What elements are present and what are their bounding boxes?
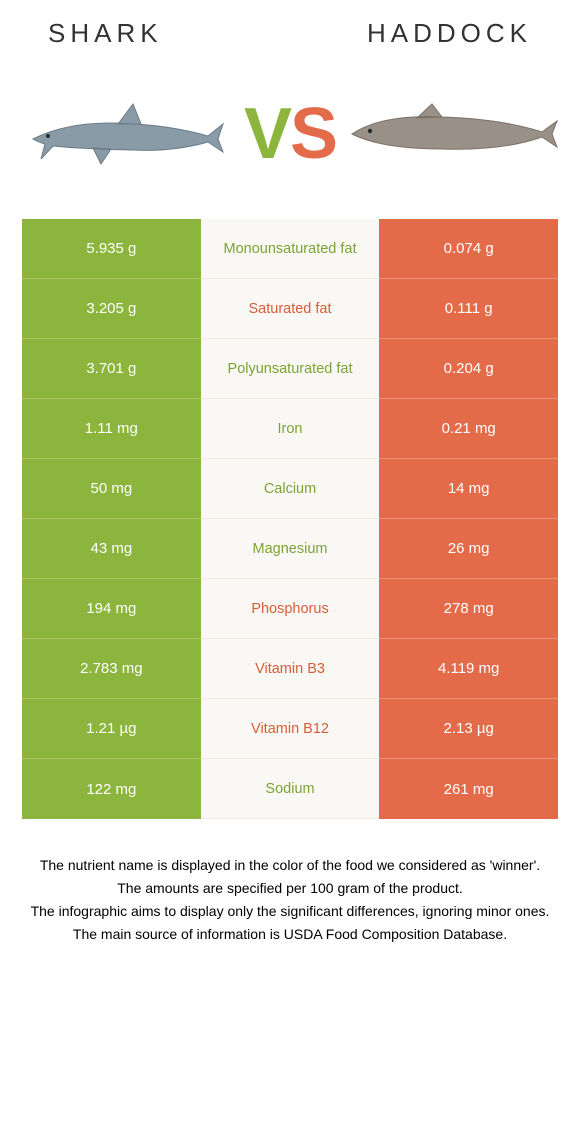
comparison-table: 5.935 gMonounsaturated fat0.074 g3.205 g… [22, 219, 558, 819]
table-row: 5.935 gMonounsaturated fat0.074 g [22, 219, 558, 279]
cell-left-value: 1.21 µg [22, 699, 201, 759]
shark-image [18, 89, 238, 179]
cell-nutrient-label: Phosphorus [201, 579, 380, 639]
table-row: 3.701 gPolyunsaturated fat0.204 g [22, 339, 558, 399]
cell-right-value: 0.111 g [379, 279, 558, 339]
cell-right-value: 0.204 g [379, 339, 558, 399]
cell-nutrient-label: Monounsaturated fat [201, 219, 380, 279]
header-title-left: Shark [48, 18, 163, 49]
haddock-icon [342, 99, 562, 169]
cell-left-value: 50 mg [22, 459, 201, 519]
infographic-container: Shark Haddock VS 5.935 gMonounsaturated … [0, 0, 580, 945]
cell-left-value: 3.205 g [22, 279, 201, 339]
cell-right-value: 14 mg [379, 459, 558, 519]
cell-right-value: 261 mg [379, 759, 558, 819]
cell-nutrient-label: Vitamin B12 [201, 699, 380, 759]
cell-nutrient-label: Polyunsaturated fat [201, 339, 380, 399]
cell-right-value: 26 mg [379, 519, 558, 579]
footnotes: The nutrient name is displayed in the co… [22, 855, 558, 945]
cell-right-value: 278 mg [379, 579, 558, 639]
cell-left-value: 43 mg [22, 519, 201, 579]
header-title-right: Haddock [367, 18, 532, 49]
table-row: 122 mgSodium261 mg [22, 759, 558, 819]
cell-left-value: 194 mg [22, 579, 201, 639]
haddock-image [342, 89, 562, 179]
footnote-line: The main source of information is USDA F… [22, 924, 558, 945]
cell-left-value: 2.783 mg [22, 639, 201, 699]
table-row: 194 mgPhosphorus278 mg [22, 579, 558, 639]
cell-right-value: 4.119 mg [379, 639, 558, 699]
cell-nutrient-label: Calcium [201, 459, 380, 519]
footnote-line: The infographic aims to display only the… [22, 901, 558, 922]
vs-s: S [290, 94, 336, 174]
cell-nutrient-label: Vitamin B3 [201, 639, 380, 699]
header: Shark Haddock [0, 0, 580, 59]
cell-right-value: 0.21 mg [379, 399, 558, 459]
table-row: 2.783 mgVitamin B34.119 mg [22, 639, 558, 699]
vs-text: VS [238, 93, 342, 175]
hero: VS [0, 59, 580, 219]
cell-nutrient-label: Magnesium [201, 519, 380, 579]
table-row: 1.11 mgIron0.21 mg [22, 399, 558, 459]
cell-nutrient-label: Saturated fat [201, 279, 380, 339]
vs-v: V [244, 94, 290, 174]
cell-nutrient-label: Iron [201, 399, 380, 459]
table-row: 1.21 µgVitamin B122.13 µg [22, 699, 558, 759]
table-row: 3.205 gSaturated fat0.111 g [22, 279, 558, 339]
table-row: 50 mgCalcium14 mg [22, 459, 558, 519]
cell-right-value: 2.13 µg [379, 699, 558, 759]
shark-icon [23, 94, 233, 174]
cell-right-value: 0.074 g [379, 219, 558, 279]
footnote-line: The nutrient name is displayed in the co… [22, 855, 558, 876]
cell-left-value: 3.701 g [22, 339, 201, 399]
cell-nutrient-label: Sodium [201, 759, 380, 819]
cell-left-value: 5.935 g [22, 219, 201, 279]
table-row: 43 mgMagnesium26 mg [22, 519, 558, 579]
footnote-line: The amounts are specified per 100 gram o… [22, 878, 558, 899]
cell-left-value: 122 mg [22, 759, 201, 819]
cell-left-value: 1.11 mg [22, 399, 201, 459]
